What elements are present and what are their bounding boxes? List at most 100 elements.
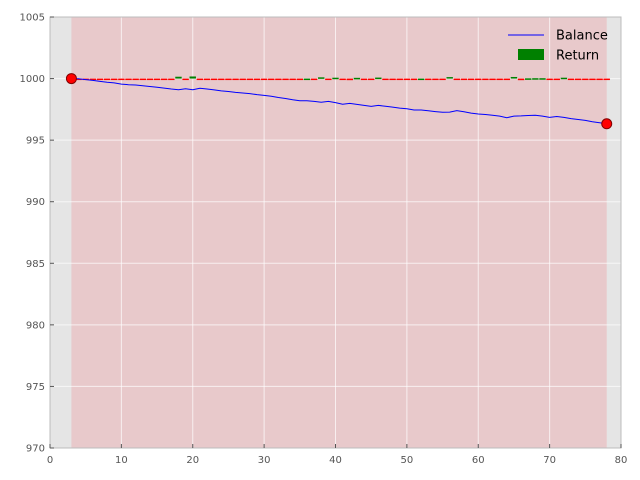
return-bar: [382, 78, 389, 81]
return-bar: [125, 78, 132, 81]
return-bar: [296, 78, 304, 81]
return-bar: [503, 78, 511, 81]
y-tick-label: 980: [26, 320, 45, 331]
return-bar: [367, 78, 375, 81]
return-bar: [396, 78, 403, 81]
legend-label: Return: [556, 49, 599, 64]
return-bar: [403, 78, 411, 81]
return-bar: [118, 78, 125, 81]
return-bar: [96, 78, 104, 81]
return-bar: [567, 78, 575, 81]
legend-swatch-return: [518, 49, 544, 60]
return-bar: [246, 78, 254, 81]
x-tick-label: 80: [615, 455, 628, 466]
return-bar: [160, 78, 168, 81]
return-bar: [525, 78, 532, 80]
x-tick-label: 50: [401, 455, 414, 466]
return-bar: [89, 78, 97, 81]
endpoint-marker: [65, 73, 77, 85]
x-tick-label: 40: [329, 455, 342, 466]
x-tick-label: 0: [47, 455, 53, 466]
return-bar: [432, 78, 439, 81]
return-bar: [589, 78, 596, 81]
return-bar: [210, 78, 218, 81]
return-bar: [203, 78, 211, 81]
return-bar: [460, 78, 468, 81]
balance-line: [71, 78, 607, 125]
return-bar: [482, 78, 489, 81]
x-tick-label: 10: [115, 455, 128, 466]
return-bar: [146, 78, 154, 81]
endpoint-marker: [601, 118, 613, 130]
return-bar: [182, 78, 189, 81]
x-tick-label: 70: [543, 455, 556, 466]
return-bar: [168, 78, 175, 81]
return-bar: [539, 78, 546, 80]
endpoint-markers: [65, 73, 613, 130]
return-bar: [496, 78, 503, 81]
y-tick-label: 970: [26, 444, 45, 455]
return-bar: [475, 78, 482, 81]
legend-label: Balance: [556, 29, 608, 44]
return-bar: [596, 78, 603, 81]
return-bar: [346, 78, 353, 81]
axes: 0 10 20 30 40 50 60 70 80 970 975 980 985 990 995 1000 1…: [20, 13, 628, 467]
return-bar: [253, 78, 261, 81]
return-bar: [489, 78, 496, 81]
return-bar: [425, 78, 432, 81]
shaded-region: [71, 17, 607, 448]
return-bar: [232, 78, 239, 81]
return-bar: [353, 77, 361, 80]
return-bars: [75, 76, 610, 81]
return-bar: [139, 78, 146, 81]
return-bar: [310, 78, 318, 81]
y-tick-label: 1000: [20, 74, 45, 85]
return-bar: [153, 78, 161, 81]
return-bar: [582, 78, 589, 81]
return-bar: [225, 78, 232, 81]
y-tick-label: 975: [26, 382, 45, 393]
y-tick-label: 995: [26, 136, 45, 147]
return-bar: [111, 78, 118, 81]
return-bar: [553, 78, 560, 81]
return-bar: [439, 78, 446, 81]
return-bar: [446, 77, 453, 79]
return-bar: [103, 78, 111, 81]
return-bar: [417, 78, 425, 81]
return-bar: [189, 76, 196, 79]
return-bar: [546, 78, 553, 81]
return-bar: [574, 78, 582, 81]
return-bar: [175, 76, 182, 79]
return-bar: [282, 78, 289, 81]
return-bar: [453, 78, 461, 81]
return-bar: [332, 77, 339, 80]
return-bar: [260, 78, 268, 81]
return-bar: [325, 78, 332, 81]
return-bar: [318, 77, 325, 79]
return-bar: [196, 78, 204, 81]
return-bar: [603, 78, 610, 81]
return-bar: [218, 78, 225, 81]
y-tick-label: 990: [26, 197, 45, 208]
x-tick-label: 20: [186, 455, 199, 466]
return-bar: [268, 78, 275, 81]
x-tick-label: 30: [258, 455, 271, 466]
return-bar: [239, 78, 246, 81]
return-bar: [410, 78, 418, 81]
y-tick-label: 985: [26, 259, 45, 270]
return-bar: [275, 78, 282, 81]
return-bar: [360, 78, 368, 81]
x-tick-label: 60: [472, 455, 485, 466]
return-bar: [132, 78, 139, 81]
legend: Balance Return: [508, 29, 608, 64]
return-bar: [75, 78, 82, 81]
return-bar: [532, 78, 539, 80]
return-bar: [289, 78, 296, 81]
return-bar: [510, 76, 518, 79]
return-bar: [467, 78, 475, 81]
return-bar: [389, 78, 396, 81]
return-bar: [339, 78, 346, 81]
return-bar: [375, 77, 382, 80]
return-bar: [517, 78, 525, 81]
